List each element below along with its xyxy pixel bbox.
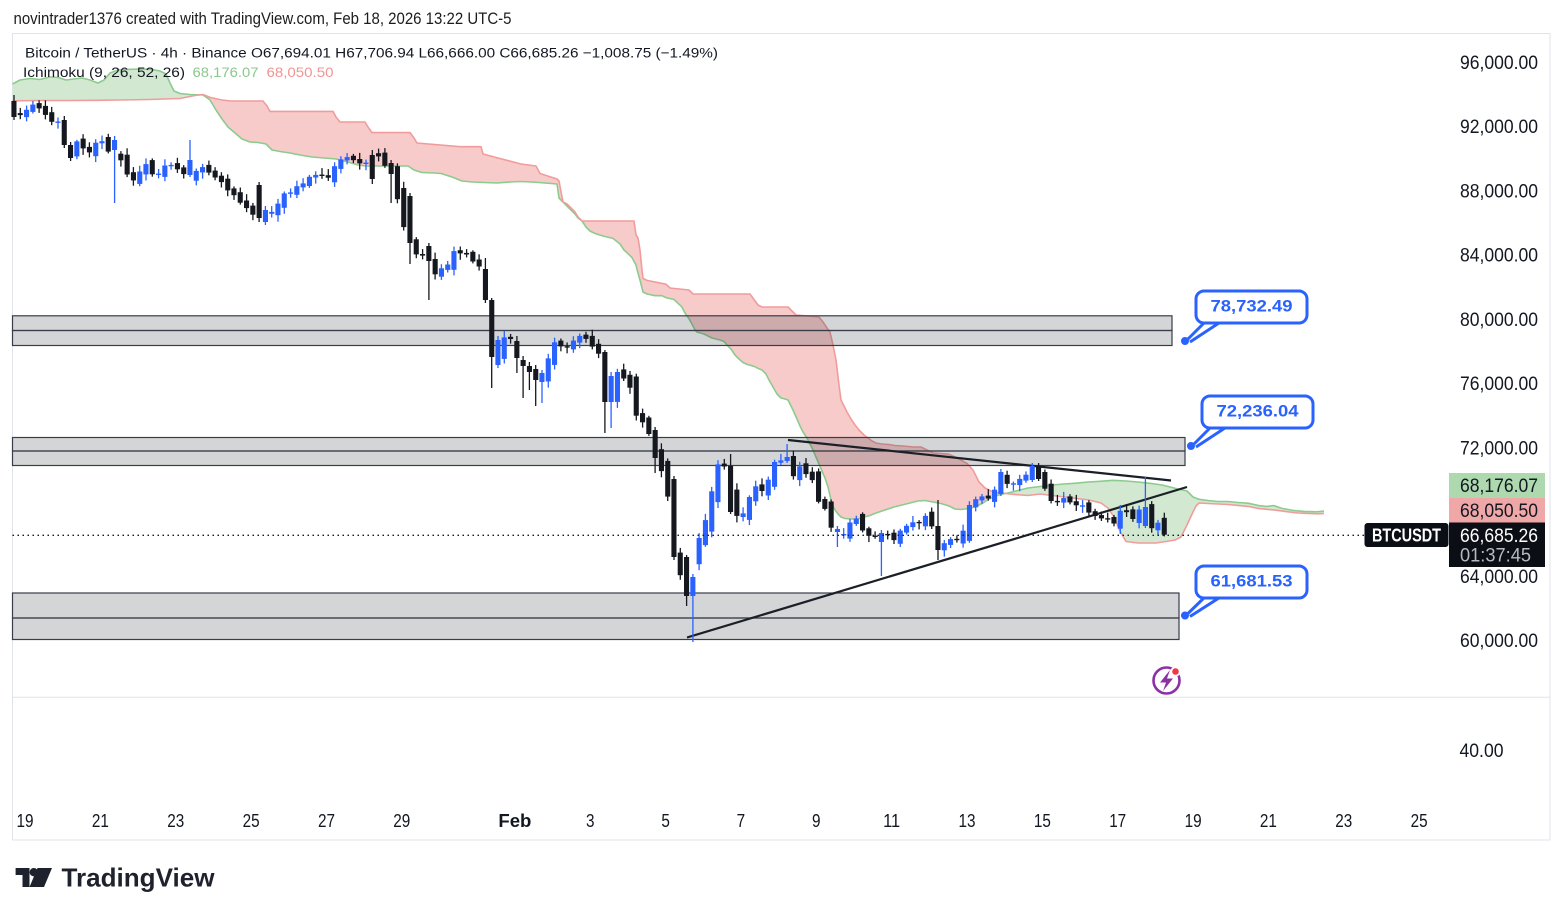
svg-text:64,000.00: 64,000.00 [1460, 567, 1538, 588]
svg-text:BTCUSDT: BTCUSDT [1372, 526, 1441, 546]
svg-text:3: 3 [586, 810, 595, 831]
svg-text:9: 9 [812, 810, 821, 831]
svg-text:5: 5 [661, 810, 670, 831]
svg-text:78,732.49: 78,732.49 [1211, 297, 1293, 316]
svg-text:84,000.00: 84,000.00 [1460, 246, 1538, 267]
svg-text:21: 21 [1260, 810, 1277, 831]
svg-text:40.00: 40.00 [1460, 741, 1504, 762]
svg-text:Feb: Feb [498, 810, 531, 831]
svg-text:novintrader1376 created with T: novintrader1376 created with TradingView… [14, 10, 512, 28]
svg-text:68,176.07: 68,176.07 [193, 65, 259, 81]
svg-text:61,681.53: 61,681.53 [1211, 572, 1293, 591]
svg-text:7: 7 [737, 810, 746, 831]
svg-text:66,685.26: 66,685.26 [1460, 526, 1538, 547]
svg-text:25: 25 [1411, 810, 1428, 831]
svg-text:72,236.04: 72,236.04 [1217, 402, 1300, 421]
svg-text:01:37:45: 01:37:45 [1460, 546, 1531, 567]
svg-text:23: 23 [1335, 810, 1352, 831]
svg-text:80,000.00: 80,000.00 [1460, 310, 1538, 331]
svg-text:88,000.00: 88,000.00 [1460, 181, 1538, 202]
svg-text:25: 25 [243, 810, 260, 831]
svg-text:11: 11 [883, 810, 900, 831]
svg-text:96,000.00: 96,000.00 [1460, 53, 1538, 74]
svg-text:72,000.00: 72,000.00 [1460, 438, 1538, 459]
svg-text:92,000.00: 92,000.00 [1460, 117, 1538, 138]
svg-text:68,050.50: 68,050.50 [267, 65, 334, 81]
svg-text:21: 21 [92, 810, 109, 831]
svg-text:27: 27 [318, 810, 335, 831]
svg-text:17: 17 [1109, 810, 1126, 831]
svg-text:68,176.07: 68,176.07 [1460, 476, 1538, 497]
svg-text:76,000.00: 76,000.00 [1460, 374, 1538, 395]
svg-text:15: 15 [1034, 810, 1051, 831]
svg-text:60,000.00: 60,000.00 [1460, 631, 1538, 652]
svg-text:23: 23 [167, 810, 184, 831]
svg-text:19: 19 [1185, 810, 1202, 831]
svg-text:TradingView: TradingView [62, 863, 216, 893]
svg-text:Bitcoin / TetherUS · 4h · Bina: Bitcoin / TetherUS · 4h · Binance O67,69… [25, 46, 718, 62]
svg-text:19: 19 [17, 810, 34, 831]
svg-text:29: 29 [393, 810, 410, 831]
svg-text:68,050.50: 68,050.50 [1460, 501, 1538, 522]
svg-text:Ichimoku (9, 26, 52, 26): Ichimoku (9, 26, 52, 26) [23, 65, 185, 81]
svg-text:13: 13 [959, 810, 976, 831]
